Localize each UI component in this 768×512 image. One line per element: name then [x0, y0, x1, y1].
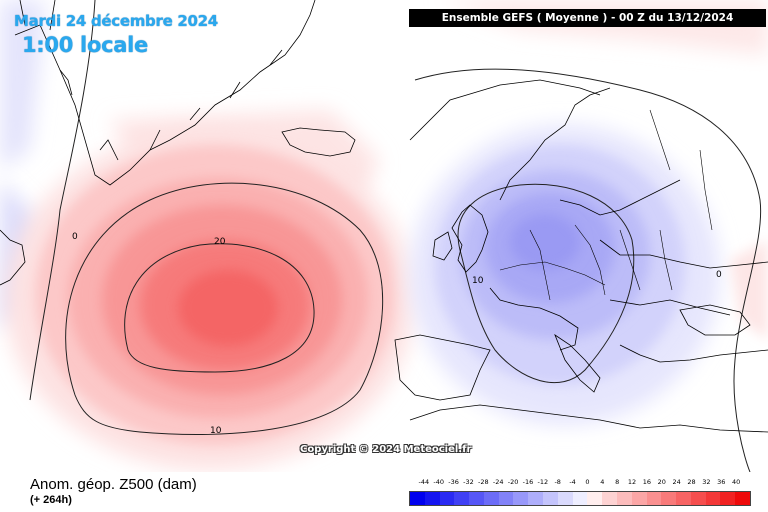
anomaly-shading [0, 0, 768, 472]
scale-tick-label: 12 [627, 478, 637, 486]
scale-swatch [602, 492, 617, 505]
scale-swatch [572, 492, 588, 505]
scale-swatch [720, 492, 736, 505]
scale-tick-label: -28 [478, 478, 489, 486]
contour-labels: 20 10 0 10 0 [72, 232, 722, 436]
forecast-date: Mardi 24 décembre 2024 [14, 12, 218, 30]
color-scale: -44 -40 -36 -32 -28 -24 -20 -16 -12 -8 -4 0 4 8 12 16 20… [409, 478, 751, 508]
scale-tick-label: 24 [672, 478, 681, 486]
scale-swatch [513, 492, 529, 505]
scale-tick-label: 20 [657, 478, 666, 486]
scale-swatch [616, 492, 632, 505]
scale-tick-label: -44 [418, 478, 430, 486]
run-info-banner: Ensemble GEFS ( Moyenne ) - 00 Z du 13/1… [409, 9, 766, 27]
scale-tick-label: 28 [687, 478, 696, 486]
scale-tick-label: 0 [585, 478, 590, 486]
contour-label-10: 10 [210, 426, 222, 436]
scale-swatch [439, 492, 455, 505]
scale-tick-label: 8 [615, 478, 620, 486]
scale-swatch [705, 492, 721, 505]
forecast-local-time: 1:00 locale [22, 33, 148, 57]
scale-tick-label: -4 [569, 478, 576, 486]
contour-label-20: 20 [214, 237, 226, 247]
scale-swatch [631, 492, 647, 505]
scale-swatch [498, 492, 514, 505]
scale-swatch [528, 492, 544, 505]
copyright-notice: Copyright © 2024 Meteociel.fr [300, 444, 472, 455]
scale-swatch [424, 492, 440, 505]
scale-tick-label: -8 [554, 478, 561, 486]
scale-swatch [483, 492, 499, 505]
scale-ticks: -44 -40 -36 -32 -28 -24 -20 -16 -12 -8 -4 0 4 8 12 16 20… [409, 478, 751, 488]
variable-title: Anom. géop. Z500 (dam) [30, 476, 197, 493]
scale-swatch [661, 492, 677, 505]
scale-tick-label: -16 [522, 478, 534, 486]
scale-tick-label: 16 [642, 478, 652, 486]
scale-tick-label: -12 [537, 478, 549, 486]
scale-tick-label: -40 [433, 478, 445, 486]
legend-footer: Anom. géop. Z500 (dam) (+ 264h) -44 -40 -3… [0, 472, 768, 512]
scale-swatch [676, 492, 691, 505]
land-outlines [0, 0, 768, 433]
scale-swatches [409, 491, 751, 506]
map-canvas: 20 10 0 10 0 [0, 0, 768, 473]
scale-swatch [469, 492, 484, 505]
scale-swatch [587, 492, 603, 505]
scale-tick-label: -32 [463, 478, 474, 486]
contour-label-0: 0 [72, 232, 78, 242]
scale-swatch [690, 492, 706, 505]
scale-swatch [454, 492, 470, 505]
scale-swatch [557, 492, 573, 505]
scale-tick-label: -20 [507, 478, 519, 486]
scale-swatch [735, 492, 750, 505]
scale-swatch [410, 492, 425, 505]
scale-tick-label: 36 [717, 478, 726, 486]
scale-tick-label: 4 [600, 478, 605, 486]
scale-tick-label: -36 [448, 478, 459, 486]
scale-swatch [646, 492, 662, 505]
scale-tick-label: -24 [492, 478, 504, 486]
scale-swatch [543, 492, 558, 505]
anomaly-map: 20 10 0 10 0 Mardi 24 décembre 2024 1:00… [0, 0, 768, 473]
scale-tick-label: 40 [731, 478, 741, 486]
lead-time: (+ 264h) [30, 494, 72, 506]
anomaly-contours [29, 0, 762, 473]
scale-tick-label: 32 [702, 478, 711, 486]
contour-label-10-europe: 10 [472, 276, 484, 286]
contour-label-0-east: 0 [716, 270, 722, 280]
